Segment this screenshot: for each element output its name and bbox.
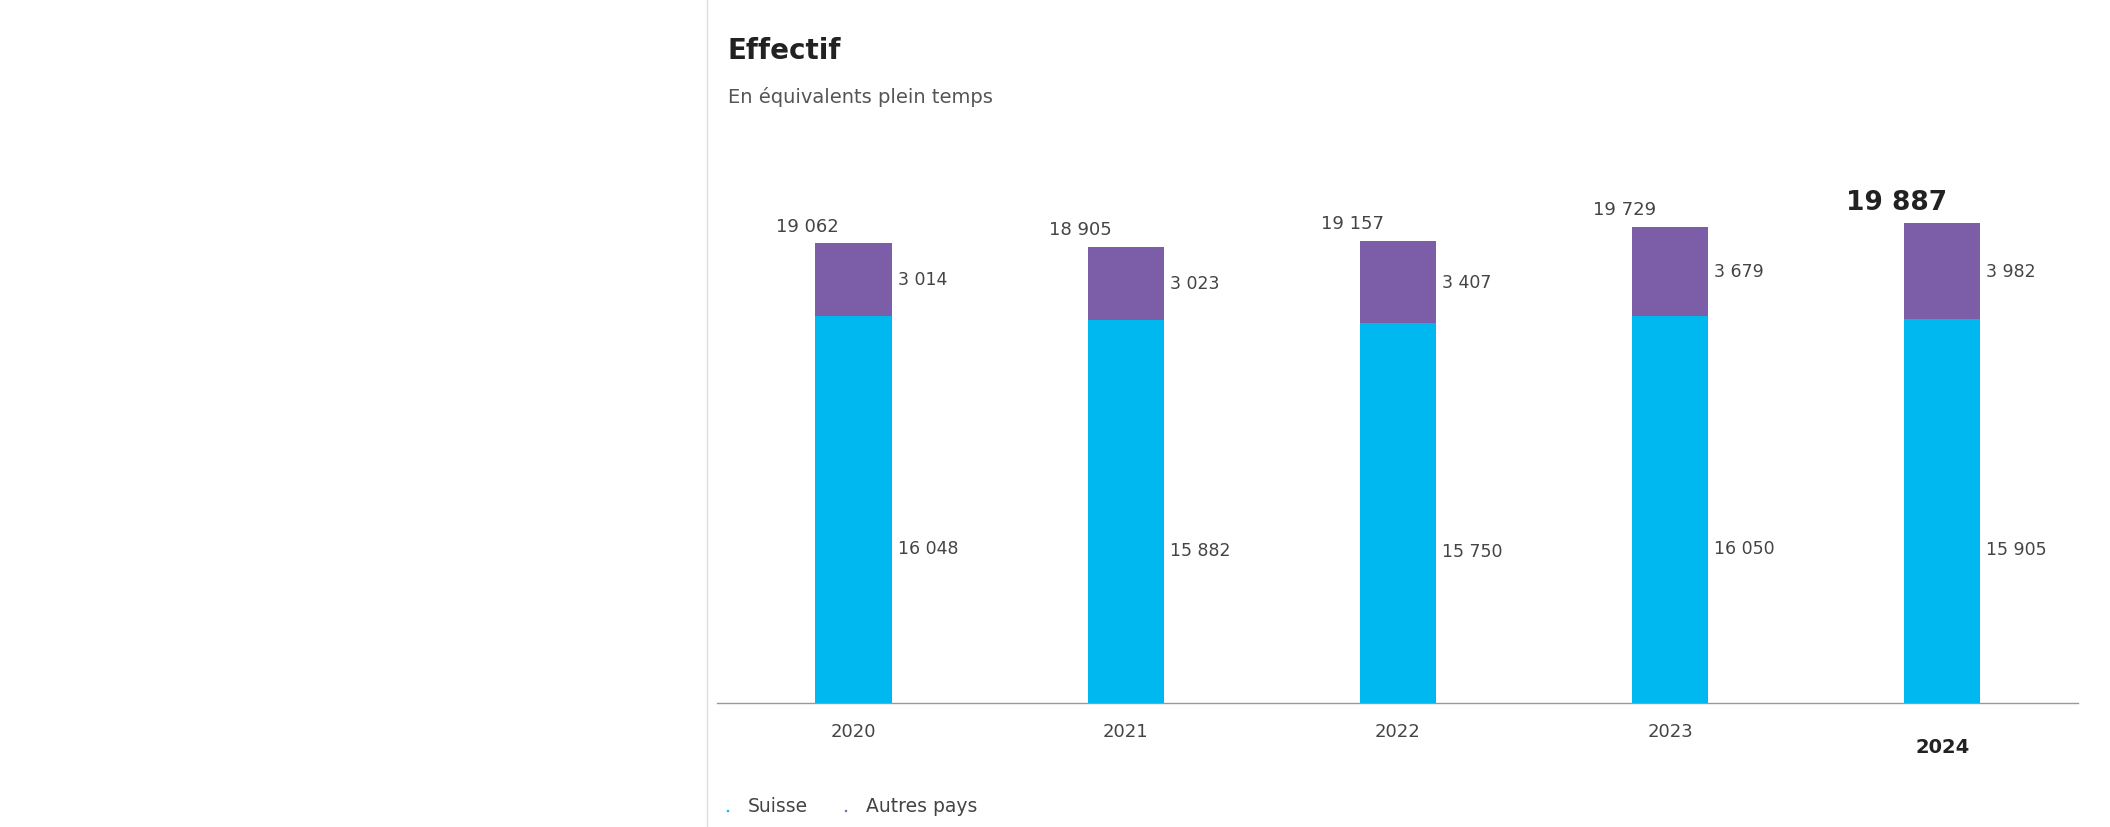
Bar xyxy=(1903,224,1981,320)
Legend: Suisse, Autres pays: Suisse, Autres pays xyxy=(726,796,977,815)
Text: 19 157: 19 157 xyxy=(1321,215,1384,233)
Text: 19 887: 19 887 xyxy=(1846,189,1948,215)
Text: 15 882: 15 882 xyxy=(1169,541,1230,559)
Text: 3 407: 3 407 xyxy=(1441,274,1492,291)
Text: En équivalents plein temps: En équivalents plein temps xyxy=(728,87,994,107)
Text: 3 014: 3 014 xyxy=(897,271,947,289)
Text: 15 905: 15 905 xyxy=(1986,541,2047,559)
Text: 18 905: 18 905 xyxy=(1049,221,1112,239)
Text: 19 729: 19 729 xyxy=(1593,201,1656,219)
Text: 16 048: 16 048 xyxy=(897,539,958,557)
Bar xyxy=(1087,320,1165,703)
Text: 15 750: 15 750 xyxy=(1441,543,1502,560)
Text: 2024: 2024 xyxy=(1916,737,1969,756)
Text: 19 062: 19 062 xyxy=(776,218,840,236)
Bar xyxy=(1087,247,1165,320)
Text: 3 982: 3 982 xyxy=(1986,263,2036,281)
Text: Effectif: Effectif xyxy=(728,37,842,65)
Bar xyxy=(1631,316,1709,703)
Text: 16 050: 16 050 xyxy=(1713,539,1775,557)
Bar xyxy=(814,317,893,703)
Text: 3 023: 3 023 xyxy=(1169,275,1220,293)
Bar xyxy=(814,244,893,317)
Text: 3 679: 3 679 xyxy=(1713,263,1764,281)
Bar xyxy=(1631,227,1709,316)
Bar xyxy=(1903,320,1981,703)
Bar xyxy=(1359,241,1437,323)
Bar xyxy=(1359,323,1437,703)
